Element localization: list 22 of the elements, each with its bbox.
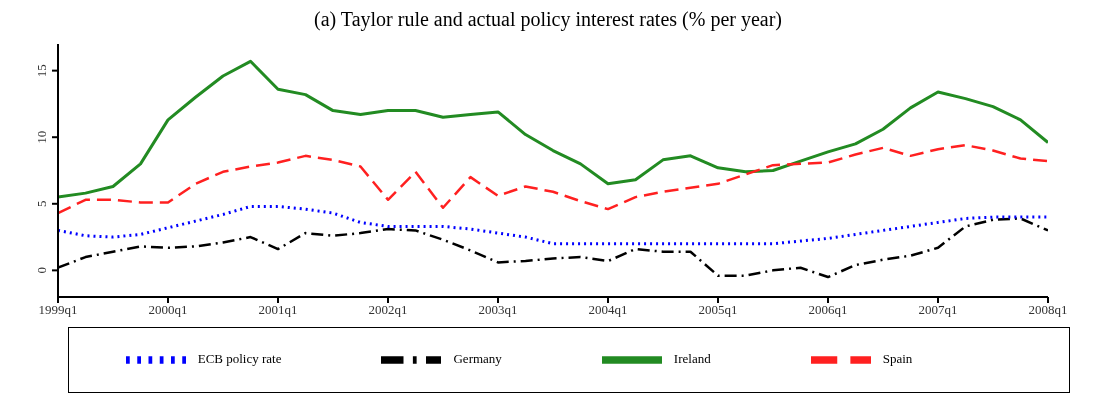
x-tick-label: 2007q1 — [918, 302, 958, 318]
legend-label: ECB policy rate — [197, 350, 282, 366]
x-tick-label: 1999q1 — [38, 302, 78, 318]
y-tick-label: 10 — [34, 130, 49, 144]
x-tick-label: 2008q1 — [1028, 302, 1068, 318]
x-tick-label: 2002q1 — [368, 302, 408, 318]
legend-label: Ireland — [673, 350, 711, 366]
line-series — [58, 143, 1048, 215]
legend-label: Germany — [453, 350, 502, 366]
x-tick-label: 2000q1 — [148, 302, 188, 318]
legend-label: Spain — [882, 350, 913, 366]
y-tick-label: 0 — [34, 267, 49, 274]
x-tick-label: 2005q1 — [698, 302, 738, 318]
y-tick-label: 15 — [34, 64, 49, 78]
line-series — [58, 59, 1048, 199]
chart-title: (a) Taylor rule and actual policy interest rates (% per year) — [313, 8, 783, 33]
y-tick-label: 5 — [34, 200, 49, 208]
x-tick-label: 2006q1 — [808, 302, 848, 318]
line-series — [58, 204, 1048, 246]
x-tick-label: 2003q1 — [478, 302, 518, 318]
x-tick-label: 2004q1 — [588, 302, 628, 318]
x-tick-label: 2001q1 — [258, 302, 298, 318]
